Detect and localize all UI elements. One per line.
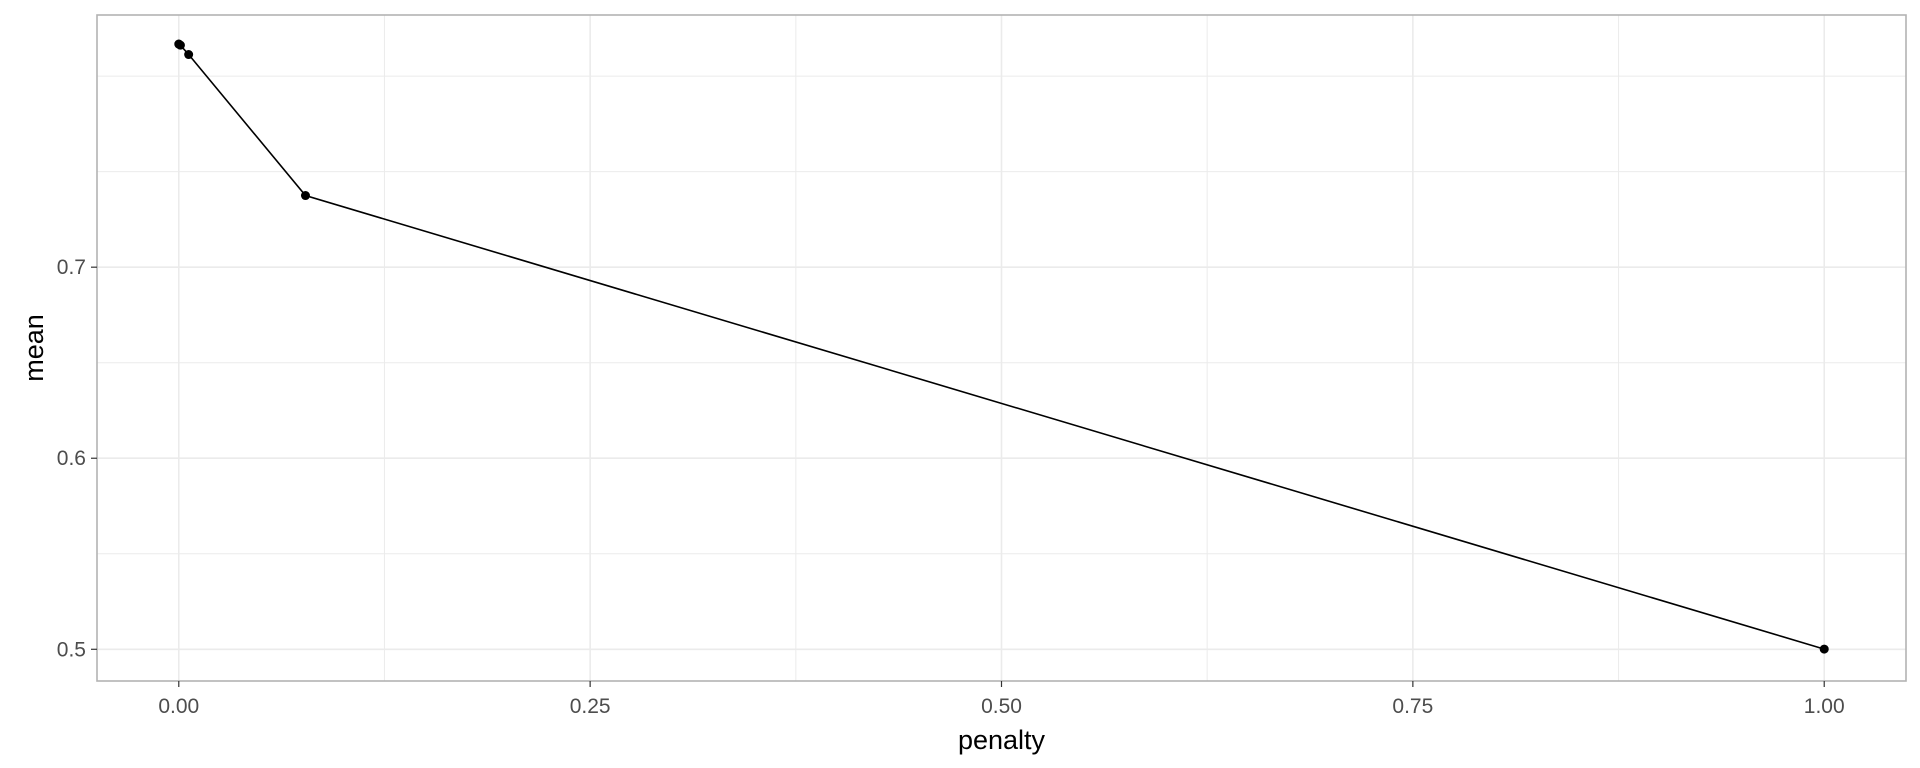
data-point [1819, 644, 1829, 654]
x-tick-label: 0.25 [570, 695, 611, 718]
tick-layer: 0.00 0.25 0.50 0.75 1.00 0.5 0.6 0.7 [57, 256, 1845, 718]
y-tick-label: 0.6 [57, 447, 86, 470]
data-point [175, 40, 185, 50]
x-tick-label: 0.75 [1392, 695, 1433, 718]
series-layer [174, 39, 1829, 654]
data-point [184, 50, 194, 60]
data-point [300, 191, 310, 201]
x-tick-label: 0.50 [981, 695, 1022, 718]
major-gridlines [97, 15, 1906, 681]
x-axis-title: penalty [958, 725, 1046, 755]
x-tick-label: 0.00 [158, 695, 199, 718]
y-tick-label: 0.5 [57, 638, 86, 661]
x-tick-label: 1.00 [1804, 695, 1845, 718]
y-tick-label: 0.7 [57, 256, 86, 279]
y-axis-title: mean [19, 314, 49, 382]
